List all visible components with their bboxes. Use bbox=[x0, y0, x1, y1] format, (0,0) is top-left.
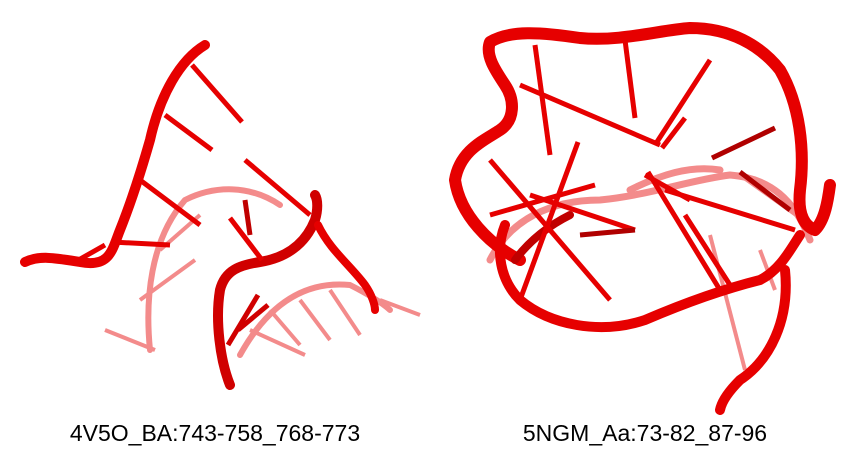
backbone-tube-3 bbox=[715, 265, 791, 415]
base-stem bbox=[73, 242, 107, 265]
rna-foreground-strand bbox=[449, 22, 836, 415]
base-stem bbox=[104, 328, 156, 352]
base-stem bbox=[708, 234, 747, 371]
rna-background-strand bbox=[104, 186, 421, 358]
base-stem bbox=[225, 293, 261, 347]
backbone-tube-2 bbox=[495, 220, 805, 333]
base-stem bbox=[242, 199, 253, 236]
base-stem bbox=[328, 288, 362, 337]
structure-panel-left: 4V5O_BA:743-758_768-773 bbox=[20, 40, 421, 446]
backbone-tube-2 bbox=[213, 190, 323, 390]
base-stem bbox=[268, 308, 302, 347]
base-stem bbox=[228, 216, 264, 262]
base-stem bbox=[738, 170, 792, 212]
structure-label-right: 5NGM_Aa:73-82_87-96 bbox=[522, 420, 768, 446]
base-stem bbox=[111, 239, 171, 248]
base-stem bbox=[379, 298, 421, 317]
structure-panel-right: 5NGM_Aa:73-82_87-96 bbox=[430, 0, 860, 460]
base-stem bbox=[163, 112, 214, 153]
backbone-tube-1 bbox=[449, 22, 836, 266]
base-stem bbox=[664, 187, 796, 233]
backbone-tube-4 bbox=[511, 211, 574, 264]
base-stem bbox=[579, 227, 636, 238]
base-stem bbox=[532, 44, 553, 156]
rna-3d-structure-left bbox=[20, 40, 421, 390]
base-stem bbox=[645, 170, 723, 292]
backbone-faded-tube-2 bbox=[626, 165, 724, 194]
base-stem bbox=[517, 141, 581, 301]
base-stem bbox=[243, 158, 312, 217]
base-stem bbox=[710, 125, 777, 161]
base-stem bbox=[138, 178, 202, 227]
base-stem bbox=[622, 39, 638, 119]
backbone-faded-tube-2 bbox=[237, 281, 393, 358]
base-stem bbox=[488, 158, 612, 302]
base-stem bbox=[249, 328, 306, 357]
backbone-faded-tube bbox=[486, 171, 814, 264]
base-stem bbox=[298, 298, 332, 342]
base-stem bbox=[236, 303, 270, 332]
structure-label-left: 4V5O_BA:743-758_768-773 bbox=[69, 420, 361, 446]
base-stem bbox=[682, 213, 733, 287]
rna-foreground-strand bbox=[20, 40, 379, 390]
backbone-faded-tube bbox=[145, 186, 283, 353]
base-stem bbox=[138, 258, 197, 302]
base-stem bbox=[660, 116, 687, 150]
backbone-tube-1 bbox=[20, 40, 210, 269]
base-stem bbox=[652, 58, 713, 147]
rna-3d-structure-right bbox=[449, 22, 836, 415]
base-stem bbox=[529, 192, 636, 233]
base-stem bbox=[190, 63, 244, 124]
backbone-tube-3 bbox=[314, 221, 379, 314]
